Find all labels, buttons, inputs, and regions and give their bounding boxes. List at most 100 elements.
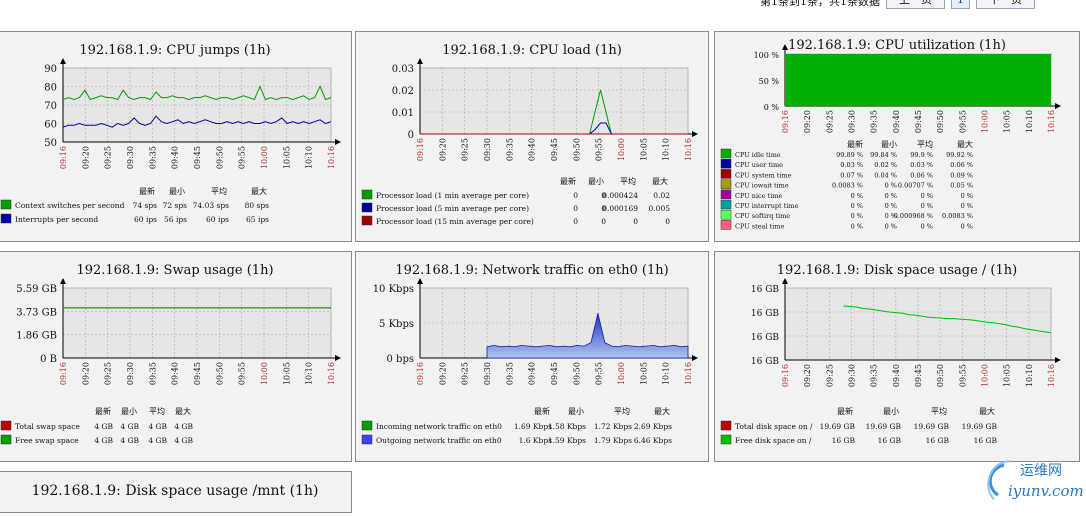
time-tick-label: 10:05 bbox=[639, 138, 648, 161]
time-tick-label: 09:40 bbox=[171, 362, 180, 385]
graph-disk-space-root[interactable]: 192.168.1.9: Disk space usage / (1h) 09:1… bbox=[714, 251, 1080, 462]
legend-header: 最新 bbox=[560, 176, 576, 186]
graph-title: 192.168.1.9: CPU utilization (1h) bbox=[788, 38, 1006, 53]
legend-label: Outgoing network traffic on eth0 bbox=[376, 436, 502, 445]
page-number-button[interactable]: 1 bbox=[951, 0, 970, 9]
legend-header: 最大 bbox=[654, 406, 670, 416]
y-tick-label: 80 bbox=[44, 83, 57, 94]
legend-swatch bbox=[0, 213, 12, 224]
legend-header: 最新 bbox=[139, 186, 155, 196]
legend-value: 0 bbox=[633, 217, 638, 226]
time-tick-label: 09:50 bbox=[215, 146, 224, 169]
legend-value: 19.69 GB bbox=[866, 422, 902, 431]
time-tick-label: 09:40 bbox=[528, 362, 537, 385]
legend-swatch bbox=[720, 220, 732, 230]
legend-value: 4 GB bbox=[148, 422, 167, 431]
time-tick-label: 09:30 bbox=[126, 362, 135, 385]
legend-value: 56 ips bbox=[164, 215, 187, 224]
time-tick-label: 09:16 bbox=[59, 362, 68, 385]
y-tick-label: 0.01 bbox=[392, 108, 414, 119]
time-tick-label: 09:35 bbox=[148, 146, 157, 169]
legend-swatch bbox=[361, 202, 373, 213]
time-tick-label: 09:20 bbox=[81, 362, 90, 385]
graph-cpu-load[interactable]: 192.168.1.9: CPU load (1h) 09:16 09:20 09:2… bbox=[355, 31, 709, 242]
y-axis-arrow bbox=[782, 44, 788, 50]
legend-value: 0 bbox=[601, 217, 606, 226]
legend-header: 最小 bbox=[169, 187, 185, 196]
time-tick-label: 09:35 bbox=[870, 364, 879, 387]
y-tick-label: 16 GB bbox=[751, 333, 780, 343]
series-line bbox=[843, 305, 1052, 334]
series-area-cpu-idle bbox=[785, 54, 1051, 106]
legend-value: 99.92 % bbox=[946, 151, 973, 159]
legend-swatch bbox=[0, 199, 12, 210]
time-tick-label: 09:35 bbox=[148, 362, 157, 385]
legend-value: 4 GB bbox=[120, 436, 139, 445]
graph-cpu-jumps[interactable]: 192.168.1.9: CPU jumps (1h) 09:16 09:20 09:… bbox=[0, 31, 352, 242]
legend-label: Free swap space bbox=[15, 436, 79, 445]
time-tick-label: 09:35 bbox=[870, 110, 879, 133]
legend-header: 最大 bbox=[251, 186, 267, 196]
y-tick-label: 50 bbox=[44, 138, 57, 149]
time-tick-label: 09:40 bbox=[892, 110, 901, 133]
y-axis-arrow bbox=[60, 58, 66, 64]
time-tick-label: 09:25 bbox=[461, 362, 470, 385]
graph-disk-space-mnt[interactable]: 192.168.1.9: Disk space usage /mnt (1h) bbox=[0, 471, 352, 513]
time-tick-label: 09:16 bbox=[416, 362, 425, 385]
graph-svg: 192.168.1.9: CPU load (1h) 09:16 09:20 09:2… bbox=[361, 43, 698, 226]
x-axis-arrow bbox=[692, 131, 698, 137]
legend-header: 最小 bbox=[883, 407, 899, 416]
graph-svg: 192.168.1.9: Disk space usage /mnt (1h) bbox=[32, 483, 319, 499]
graph-svg: 192.168.1.9: Swap usage (1h) 09:16 09:20 09… bbox=[0, 263, 341, 445]
graph-swap-usage[interactable]: 192.168.1.9: Swap usage (1h) 09:16 09:20 09… bbox=[0, 251, 352, 462]
legend-header: 平均 bbox=[211, 186, 227, 196]
legend-value: 4 GB bbox=[174, 422, 193, 431]
legend-value: 72 sps bbox=[163, 201, 188, 210]
time-tick-label: 10:00 bbox=[260, 146, 269, 169]
legend-value: 19.69 GB bbox=[914, 422, 950, 431]
pager: 第1条到1条，共1条数据 上一页 1 下一页 bbox=[760, 0, 1035, 9]
time-tick-label: 09:30 bbox=[848, 110, 857, 133]
legend-value: 16 GB bbox=[926, 436, 950, 445]
y-tick-label: 0.03 bbox=[392, 64, 414, 75]
legend-value: 99.89 % bbox=[836, 151, 863, 159]
time-tick-label: 09:55 bbox=[595, 362, 604, 385]
time-tick-label: 09:16 bbox=[416, 138, 425, 161]
legend-swatch bbox=[720, 148, 732, 159]
legend-value: 0 % bbox=[921, 202, 933, 210]
legend-value: 0.03 % bbox=[840, 161, 863, 169]
graph-svg: 192.168.1.9: Network traffic on eth0 (1h… bbox=[361, 263, 698, 445]
legend-value: 4 GB bbox=[94, 422, 113, 431]
legend-label: Free disk space on / bbox=[735, 436, 812, 445]
series-line bbox=[62, 115, 332, 128]
legend-label: CPU system time bbox=[735, 171, 792, 179]
time-tick-label: 09:30 bbox=[483, 362, 492, 385]
time-tick-label: 09:25 bbox=[461, 138, 470, 161]
legend-label: Interrupts per second bbox=[15, 215, 98, 224]
legend-value: 0.000424 bbox=[602, 191, 638, 200]
time-tick-label: 09:55 bbox=[595, 138, 604, 161]
legend-swatch bbox=[720, 209, 732, 220]
time-tick-label: 09:55 bbox=[958, 364, 967, 387]
legend-value: 1.6 Kbps bbox=[519, 436, 553, 445]
graph-network-traffic[interactable]: 192.168.1.9: Network traffic on eth0 (1h… bbox=[355, 251, 709, 462]
graph-cpu-utilization[interactable]: 192.168.1.9: CPU utilization (1h) 09:16 09… bbox=[714, 31, 1080, 242]
legend-value: 0 bbox=[601, 204, 606, 213]
legend-value: 74 sps bbox=[133, 201, 158, 210]
time-tick-label: 10:16 bbox=[1047, 110, 1056, 133]
next-page-button[interactable]: 下一页 bbox=[976, 0, 1035, 9]
legend-swatch bbox=[720, 158, 732, 169]
time-tick-label: 09:30 bbox=[848, 364, 857, 387]
legend-value: 1.59 Kbps bbox=[548, 436, 586, 445]
prev-page-button[interactable]: 上一页 bbox=[886, 0, 945, 9]
time-tick-label: 10:00 bbox=[981, 110, 990, 133]
y-tick-label: 1.86 GB bbox=[16, 331, 57, 342]
legend-header: 最小 bbox=[121, 407, 137, 416]
time-tick-label: 09:20 bbox=[803, 364, 812, 387]
legend-value: 0.00707 % bbox=[898, 182, 933, 190]
legend-value: 0 bbox=[573, 217, 578, 226]
legend-header: 平均 bbox=[620, 176, 636, 186]
time-tick-label: 10:05 bbox=[282, 362, 291, 385]
series-area-outgoing bbox=[486, 313, 689, 359]
legend-value: 4 GB bbox=[174, 436, 193, 445]
